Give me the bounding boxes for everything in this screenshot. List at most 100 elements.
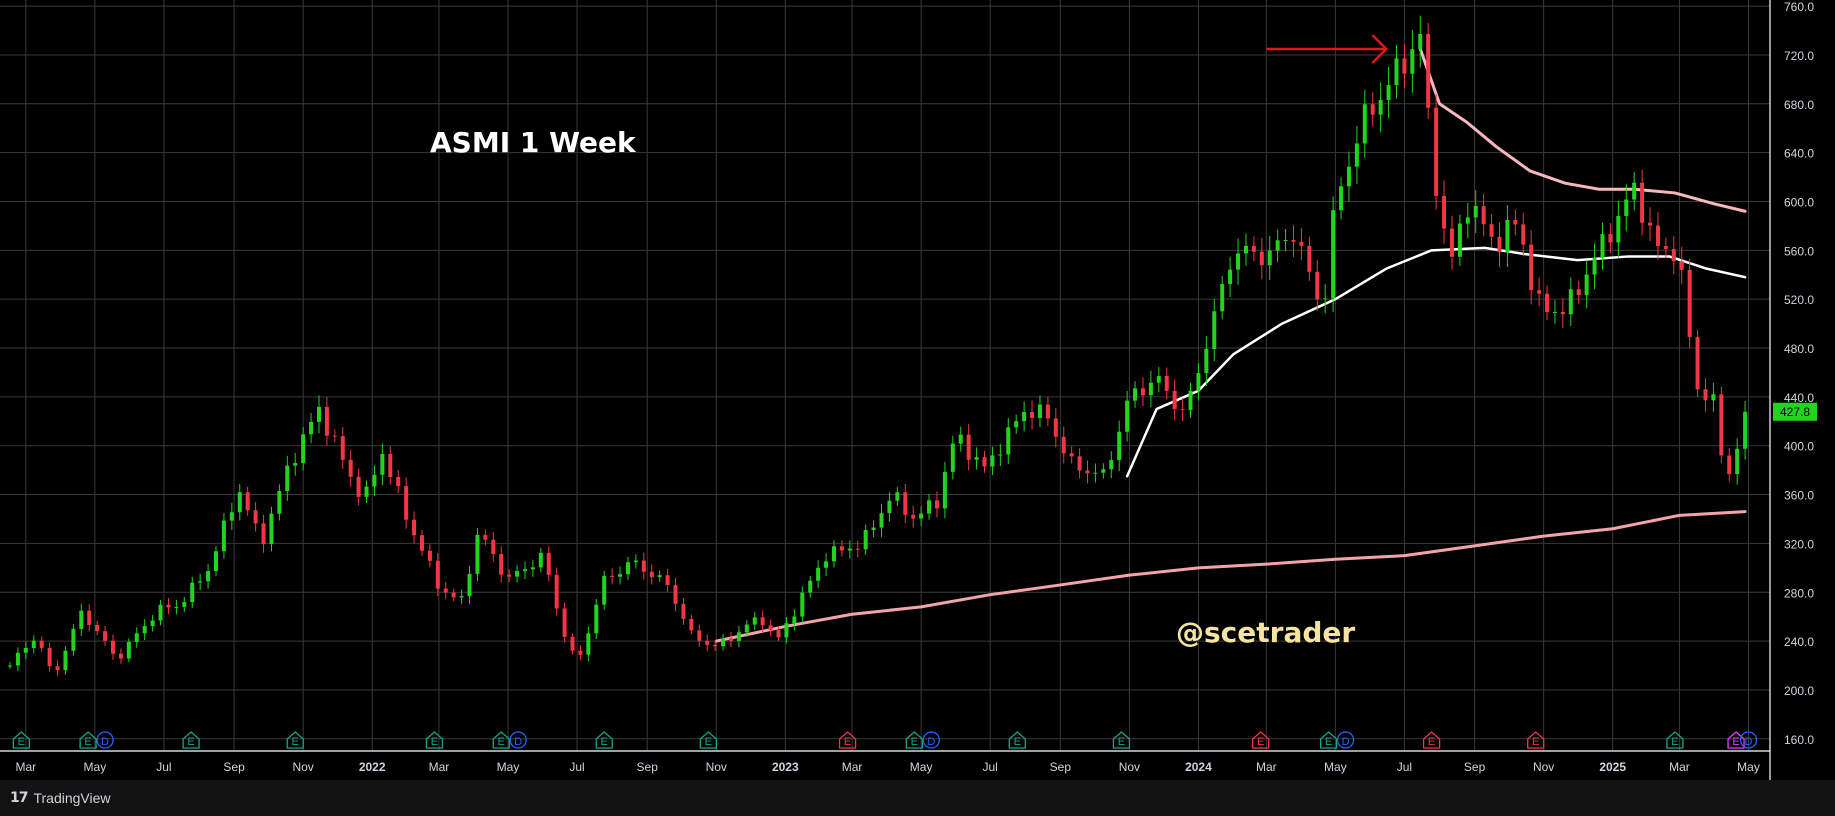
candle-body [1030, 411, 1035, 418]
tradingview-logo-icon[interactable]: 17 [10, 790, 29, 806]
candle-body [816, 567, 821, 581]
marker-letter: E [1014, 736, 1021, 748]
marker-shape [922, 731, 940, 749]
time-tick-label: Nov [1119, 760, 1140, 774]
candle-body [1212, 311, 1217, 349]
earnings-marker-icon[interactable]: E [12, 731, 30, 749]
candle-body [1489, 224, 1494, 237]
marker-shape [1008, 731, 1026, 749]
brand-name[interactable]: TradingView [33, 790, 111, 806]
candle-body [1259, 251, 1264, 266]
candle-body [1117, 431, 1122, 461]
candle-body [459, 596, 464, 598]
candle-body [1156, 375, 1161, 383]
chart-background [0, 0, 1835, 780]
earnings-marker-icon[interactable]: E [1112, 731, 1131, 749]
candle-body [1267, 250, 1272, 266]
marker-letter: D [927, 736, 935, 748]
earnings-marker-icon[interactable]: E [595, 731, 613, 749]
earnings-marker-icon[interactable]: E [182, 731, 200, 749]
candle-body [1299, 241, 1304, 246]
dividend-marker-icon[interactable]: D [509, 731, 527, 749]
candle-body [760, 617, 765, 626]
candle-body [966, 434, 971, 460]
candle-body [1537, 290, 1542, 294]
earnings-marker-icon[interactable]: E [838, 731, 857, 749]
candle-body [293, 463, 298, 466]
earnings-marker-icon[interactable]: E [425, 731, 444, 749]
candle-body [348, 459, 353, 477]
candlestick-series [8, 15, 1748, 676]
earnings-marker-icon[interactable]: E [1527, 731, 1545, 749]
candle-body [1172, 390, 1177, 410]
earnings-marker-icon[interactable]: E [1319, 731, 1338, 749]
time-tick-label: Sep [637, 760, 659, 774]
earnings-marker-icon[interactable]: E [1008, 731, 1026, 749]
candle-body [657, 575, 662, 578]
candle-body [1655, 225, 1660, 247]
candle-body [1576, 289, 1581, 296]
candle-body [1101, 469, 1106, 473]
candle-body [744, 624, 749, 633]
candle-body [1679, 261, 1684, 270]
candle-body [1204, 348, 1209, 374]
dividend-marker-icon[interactable]: D [1336, 731, 1355, 749]
marker-shape [1727, 731, 1745, 749]
candle-body [911, 514, 916, 519]
price-axis[interactable]: 760.0 720.0 680.0 640.0 600.0 560.0 520.0 480.0… [1773, 0, 1817, 747]
dividend-marker-icon[interactable]: D [1739, 731, 1758, 749]
earnings-marker-icon[interactable]: E [286, 731, 304, 749]
candle-body [839, 546, 844, 551]
candle-body [1608, 234, 1613, 243]
marker-shape [12, 731, 30, 749]
candle-body [1331, 210, 1336, 299]
candle-body [934, 500, 939, 509]
candle-body [8, 665, 12, 667]
earnings-marker-icon[interactable]: E [79, 731, 97, 749]
candle-body [340, 436, 345, 460]
earnings-marker-icon[interactable]: E [1727, 731, 1745, 749]
candle-body [792, 616, 797, 624]
last-price-badge[interactable] [1773, 402, 1817, 421]
earnings-marker-icon[interactable]: E [699, 731, 717, 749]
candle-body [990, 455, 995, 467]
earnings-marker-icon[interactable]: E [905, 731, 923, 749]
time-axis[interactable]: Mar May Jul Sep Nov 2022 Mar May Jul Sep Nov 2023 Ma… [16, 760, 1760, 774]
candle-body [213, 551, 218, 572]
earnings-marker-icon[interactable]: E [1666, 731, 1684, 749]
time-tick-label: 2024 [1185, 760, 1212, 774]
candle-body [253, 510, 258, 524]
arrow-head [1371, 34, 1389, 64]
candle-body [1339, 186, 1344, 211]
candle-body [1362, 104, 1367, 144]
candle-body [451, 592, 456, 598]
footer-bar: 17 TradingView [0, 780, 1835, 816]
candle-body [982, 457, 987, 467]
price-tick-label: 320.0 [1784, 537, 1814, 551]
marker-shape [1336, 731, 1355, 749]
marker-shape [286, 731, 304, 749]
marker-shape [509, 731, 527, 749]
candle-body [1640, 182, 1645, 223]
candle-body [174, 606, 179, 608]
dividend-marker-icon[interactable]: D [96, 731, 114, 749]
price-tick-label: 160.0 [1784, 733, 1814, 747]
candle-body [736, 632, 741, 641]
candle-body [1283, 240, 1288, 242]
candle-body [1616, 216, 1621, 243]
chart-grid [0, 0, 1770, 751]
candle-body [396, 476, 401, 487]
candle-body [1671, 249, 1676, 262]
time-tick-label: Sep [1050, 760, 1072, 774]
marker-letter: E [1732, 736, 1739, 748]
candle-body [332, 435, 337, 437]
candle-body [1687, 269, 1692, 338]
earnings-marker-icon[interactable]: E [492, 731, 510, 749]
marker-letter: E [844, 736, 851, 748]
dividend-marker-icon[interactable]: D [922, 731, 940, 749]
candle-body [1545, 293, 1550, 313]
earnings-marker-icon[interactable]: E [1422, 731, 1441, 749]
earnings-marker-icon[interactable]: E [1252, 731, 1270, 749]
candle-body [475, 534, 480, 574]
